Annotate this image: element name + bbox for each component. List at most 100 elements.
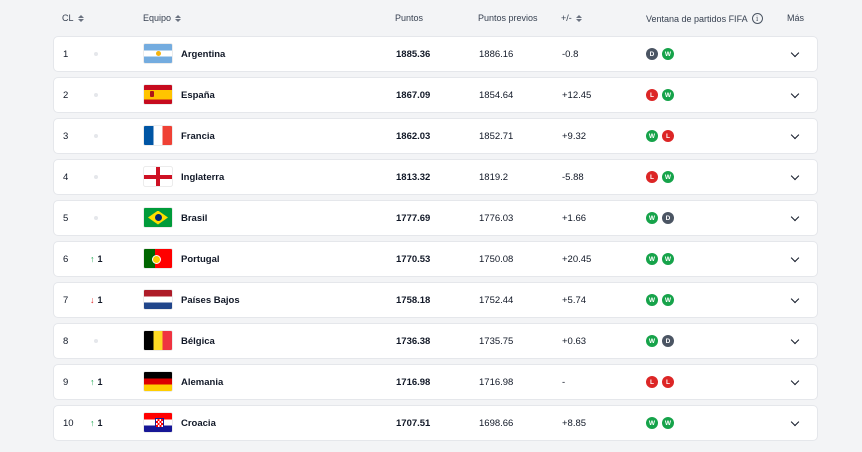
chevron-down-icon [790,89,800,98]
result-win-badge: W [646,212,658,224]
germany-flag-icon [144,372,172,391]
no-change-dot-icon [94,175,98,179]
result-win-badge: W [662,89,674,101]
chevron-down-icon [790,376,800,385]
diff-header-label: +/- [561,13,572,23]
sort-icon[interactable] [77,14,84,22]
expand-row-button[interactable] [790,365,800,399]
table-row[interactable]: 10 ↑ 1 Croacia 1707.51 1698.66 +8.85 W W [53,405,818,441]
points-diff-value: +1.66 [562,212,587,224]
table-row[interactable]: 2 España 1867.09 1854.64 +12.45 L W [53,77,818,113]
arrow-up-icon: ↑ [90,418,95,428]
points-diff-value: +0.63 [562,335,587,347]
points-value: 1813.32 [396,171,431,183]
points-value: 1862.03 [396,130,431,142]
result-win-badge: W [662,253,674,265]
table-row[interactable]: 3 Francia 1862.03 1852.71 +9.32 W L [53,118,818,154]
rank-value: 2 [63,89,69,101]
result-win-badge: W [662,417,674,429]
team-name[interactable]: Brasil [181,212,208,224]
previous-points-value: 1716.98 [479,376,514,388]
result-draw-badge: D [662,335,674,347]
points-diff-value: +20.45 [562,253,592,265]
expand-row-button[interactable] [790,160,800,194]
table-row[interactable]: 1 Argentina 1885.36 1886.16 -0.8 D W [53,36,818,72]
previous-points-value: 1854.64 [479,89,514,101]
points-value: 1885.36 [396,48,431,60]
result-loss-badge: L [646,89,658,101]
table-row[interactable]: 7 ↓ 1 Países Bajos 1758.18 1752.44 +5.74 W W [53,282,818,318]
expand-row-button[interactable] [790,283,800,317]
team-column-header[interactable]: Equipo [143,13,182,23]
result-win-badge: W [646,294,658,306]
france-flag-icon [144,126,172,145]
arrow-up-icon: ↑ [90,377,95,387]
previous-points-value: 1735.75 [479,335,514,347]
team-name[interactable]: Inglaterra [181,171,225,183]
table-row[interactable]: 5 Brasil 1777.69 1776.03 +1.66 W D [53,200,818,236]
points-value: 1736.38 [396,335,431,347]
team-name[interactable]: Argentina [181,48,226,60]
table-row[interactable]: 8 Bélgica 1736.38 1735.75 +0.63 W D [53,323,818,359]
points-value: 1777.69 [396,212,431,224]
expand-row-button[interactable] [790,242,800,276]
expand-row-button[interactable] [790,37,800,71]
sort-icon[interactable] [175,14,182,22]
result-win-badge: W [646,253,658,265]
team-name[interactable]: Portugal [181,253,220,265]
team-name[interactable]: Croacia [181,417,216,429]
result-loss-badge: L [646,376,658,388]
previous-points-value: 1698.66 [479,417,514,429]
info-icon[interactable]: i [751,13,763,24]
rank-change: ↑ 1 [90,365,103,399]
expand-row-button[interactable] [790,406,800,440]
team-name[interactable]: Alemania [181,376,224,388]
previous-points-value: 1752.44 [479,294,514,306]
rank-change [90,37,98,71]
previous-points-header-label: Puntos previos [478,13,538,23]
result-loss-badge: L [646,171,658,183]
team-name[interactable]: Francia [181,130,215,142]
team-name[interactable]: Países Bajos [181,294,240,306]
table-row[interactable]: 9 ↑ 1 Alemania 1716.98 1716.98 - L L [53,364,818,400]
expand-row-button[interactable] [790,324,800,358]
table-row[interactable]: 6 ↑ 1 Portugal 1770.53 1750.08 +20.45 W W [53,241,818,277]
expand-row-button[interactable] [790,119,800,153]
result-loss-badge: L [662,130,674,142]
diff-column-header[interactable]: +/- [561,13,582,23]
form-column-header: Ventana de partidos FIFA i [646,13,763,24]
result-win-badge: W [662,48,674,60]
rank-change: ↑ 1 [90,406,103,440]
team-name[interactable]: España [181,89,215,101]
table-row[interactable]: 4 Inglaterra 1813.32 1819.2 -5.88 L W [53,159,818,195]
rank-value: 5 [63,212,69,224]
rank-value: 1 [63,48,69,60]
more-header-label: Más [787,13,805,23]
ranking-table: 1 Argentina 1885.36 1886.16 -0.8 D W 2 España 186… [53,36,818,446]
rank-change-value: 1 [97,377,103,387]
england-flag-icon [144,167,172,186]
team-name[interactable]: Bélgica [181,335,215,347]
points-diff-value: - [562,376,566,388]
rank-change [90,119,98,153]
rank-column-header[interactable]: CL [62,13,84,23]
team-header-label: Equipo [143,13,172,23]
points-value: 1707.51 [396,417,431,429]
no-change-dot-icon [94,339,98,343]
rank-change [90,78,98,112]
expand-row-button[interactable] [790,78,800,112]
previous-points-column-header: Puntos previos [478,13,538,23]
result-loss-badge: L [662,376,674,388]
sort-icon[interactable] [575,14,582,22]
table-header: CL Equipo Puntos Puntos previos +/- Vent… [0,0,862,36]
chevron-down-icon [790,335,800,344]
expand-row-button[interactable] [790,201,800,235]
previous-points-value: 1886.16 [479,48,514,60]
result-win-badge: W [646,130,658,142]
no-change-dot-icon [94,134,98,138]
form-header-label: Ventana de partidos FIFA [646,13,748,24]
